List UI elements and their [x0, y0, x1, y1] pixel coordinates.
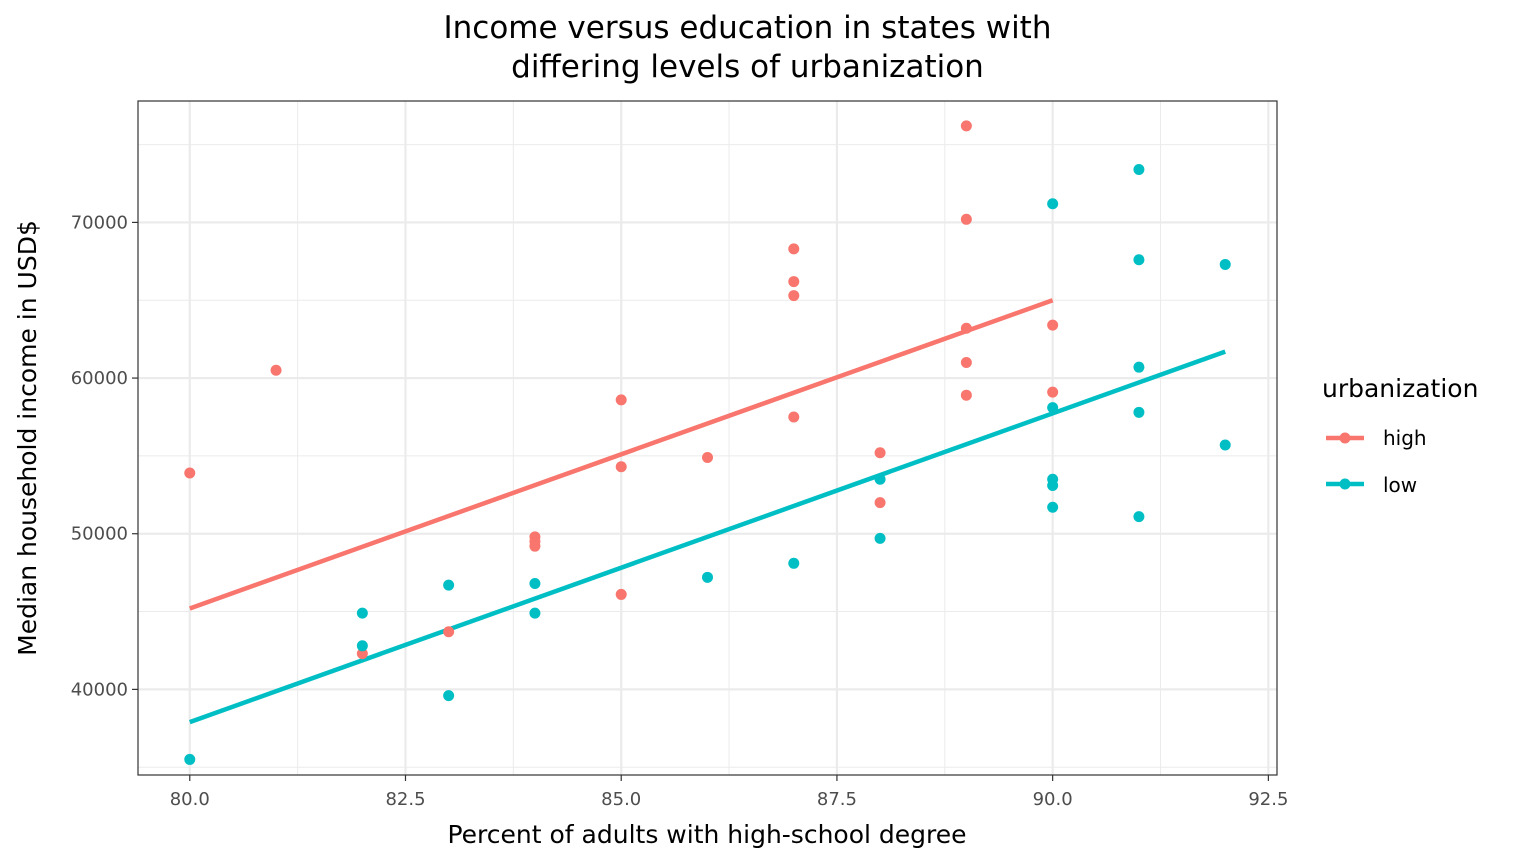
- point-low: [529, 607, 541, 619]
- point-high: [960, 322, 972, 334]
- point-high: [874, 447, 886, 459]
- legend-key-point-low: [1339, 478, 1351, 490]
- point-high: [1047, 386, 1059, 398]
- point-high: [960, 357, 972, 369]
- point-low: [184, 753, 196, 765]
- x-tick-label: 92.5: [1248, 789, 1288, 810]
- point-high: [788, 411, 800, 423]
- plot-panel-border: [137, 100, 1278, 776]
- y-axis-title: Median household income in USD$: [13, 220, 42, 656]
- point-high: [1047, 319, 1059, 331]
- point-low: [788, 557, 800, 569]
- point-high: [615, 394, 627, 406]
- y-tick-label: 70000: [71, 212, 128, 233]
- fit-line-low: [189, 349, 1226, 725]
- point-low: [874, 473, 886, 485]
- point-low: [1133, 254, 1145, 266]
- point-high: [960, 389, 972, 401]
- legend-key-point-high: [1339, 432, 1351, 444]
- point-high: [702, 451, 713, 463]
- point-high: [615, 461, 627, 473]
- point-low: [443, 579, 455, 591]
- point-low: [1133, 163, 1145, 175]
- point-low: [356, 607, 368, 619]
- x-tick-label: 90.0: [1033, 789, 1073, 810]
- x-tick-label: 82.5: [385, 789, 425, 810]
- point-low: [702, 571, 713, 583]
- grid: [138, 101, 1277, 775]
- point-high: [270, 364, 282, 376]
- chart-title-line-1: Income versus education in states with: [443, 10, 1052, 46]
- x-axis-title: Percent of adults with high-school degre…: [447, 820, 966, 849]
- x-tick-label: 85.0: [601, 789, 641, 810]
- point-low: [1133, 406, 1145, 418]
- point-low: [1219, 258, 1231, 270]
- legend-title: urbanization: [1322, 374, 1478, 403]
- legend-label-high: high: [1383, 426, 1427, 450]
- legend: urbanization high low: [1322, 374, 1478, 497]
- point-low: [1133, 361, 1145, 373]
- x-tick-label: 80.0: [170, 789, 210, 810]
- point-high: [788, 276, 800, 288]
- point-high: [874, 497, 886, 509]
- point-high: [788, 243, 800, 255]
- point-high: [960, 120, 972, 132]
- point-low: [1047, 198, 1059, 210]
- point-low: [443, 690, 455, 702]
- point-low: [529, 578, 541, 590]
- point-high: [529, 540, 541, 552]
- y-tick-label: 40000: [71, 679, 128, 700]
- data-points: [184, 120, 1231, 765]
- legend-label-low: low: [1383, 473, 1417, 497]
- y-tick-label: 50000: [71, 524, 128, 545]
- y-tick-label: 60000: [71, 368, 128, 389]
- point-low: [1047, 479, 1059, 491]
- point-low: [356, 640, 368, 652]
- legend-keys: [1326, 432, 1364, 490]
- point-low: [874, 532, 886, 544]
- point-low: [1047, 402, 1059, 414]
- point-high: [443, 626, 455, 638]
- fit-line-high: [189, 298, 1054, 611]
- point-low: [1219, 439, 1231, 451]
- point-high: [184, 467, 196, 479]
- x-tick-label: 87.5: [817, 789, 857, 810]
- point-low: [1047, 501, 1059, 513]
- axis-ticks: 80.0 82.5 85.0 87.5 90.0 92.5 40000 50000 60000 7…: [71, 212, 1289, 810]
- fit-lines: [189, 298, 1226, 725]
- point-low: [1133, 511, 1145, 523]
- point-high: [960, 213, 972, 225]
- point-high: [615, 588, 627, 600]
- point-high: [356, 648, 368, 660]
- point-high: [788, 290, 800, 302]
- chart-title-line-2: differing levels of urbanization: [511, 49, 984, 85]
